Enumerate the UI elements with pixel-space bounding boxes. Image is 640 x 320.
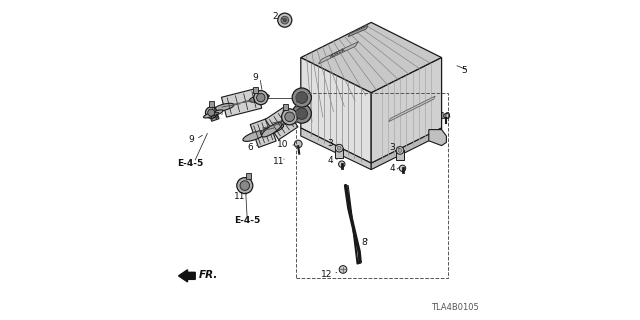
Ellipse shape [249,94,269,102]
Text: 3: 3 [390,143,396,152]
Polygon shape [301,58,371,163]
Text: 11: 11 [234,192,246,201]
Polygon shape [207,107,219,121]
Circle shape [339,266,347,273]
Polygon shape [319,42,358,64]
Circle shape [237,178,253,194]
Circle shape [285,112,294,122]
Polygon shape [301,22,442,93]
Circle shape [337,146,341,150]
Text: 4: 4 [390,164,396,173]
Text: TLA4B0105: TLA4B0105 [431,303,479,312]
Ellipse shape [211,110,223,116]
Polygon shape [301,128,371,170]
Polygon shape [265,107,298,140]
Circle shape [278,13,292,27]
Ellipse shape [243,131,266,141]
Circle shape [294,140,302,148]
Polygon shape [221,88,262,117]
Ellipse shape [281,109,301,124]
Circle shape [292,104,312,123]
Text: 2: 2 [272,12,278,21]
Circle shape [205,107,217,118]
Circle shape [240,181,250,190]
Circle shape [296,108,307,119]
Text: 12: 12 [321,270,332,279]
Text: 3: 3 [328,139,333,148]
Circle shape [281,16,289,24]
Text: 5: 5 [461,66,467,75]
Text: HONDA: HONDA [329,47,346,59]
Text: 6: 6 [247,143,253,152]
Ellipse shape [260,124,284,135]
Circle shape [257,93,265,102]
Circle shape [444,113,449,118]
Text: 7: 7 [213,112,219,121]
Circle shape [339,161,345,167]
Polygon shape [344,186,362,264]
Circle shape [253,91,268,105]
Bar [335,148,343,158]
Bar [296,93,448,278]
Polygon shape [371,58,442,163]
Text: 9: 9 [189,135,195,144]
Polygon shape [348,26,368,37]
Text: 9: 9 [253,73,259,82]
Text: 10: 10 [277,140,289,149]
Circle shape [396,147,404,154]
Ellipse shape [262,122,282,137]
Circle shape [399,165,406,172]
Ellipse shape [204,112,216,118]
Text: E-4-5: E-4-5 [177,159,204,168]
Bar [396,150,404,160]
Text: 4: 4 [327,156,333,165]
Text: 11: 11 [273,157,284,166]
Text: 8: 8 [362,238,367,247]
Polygon shape [209,101,214,107]
Polygon shape [371,128,442,170]
Text: E-4-5: E-4-5 [234,216,260,225]
Text: 10: 10 [440,112,451,121]
Polygon shape [388,96,435,122]
Polygon shape [253,87,259,92]
Polygon shape [246,173,252,179]
Circle shape [335,144,343,152]
Polygon shape [429,130,447,146]
Ellipse shape [214,103,234,111]
Text: FR.: FR. [198,270,218,280]
Circle shape [296,92,307,103]
Circle shape [398,148,402,152]
Circle shape [208,109,214,116]
Polygon shape [283,104,288,110]
Circle shape [292,88,312,107]
FancyArrow shape [179,270,195,282]
Polygon shape [250,118,276,148]
Circle shape [282,109,298,125]
Circle shape [283,19,287,22]
